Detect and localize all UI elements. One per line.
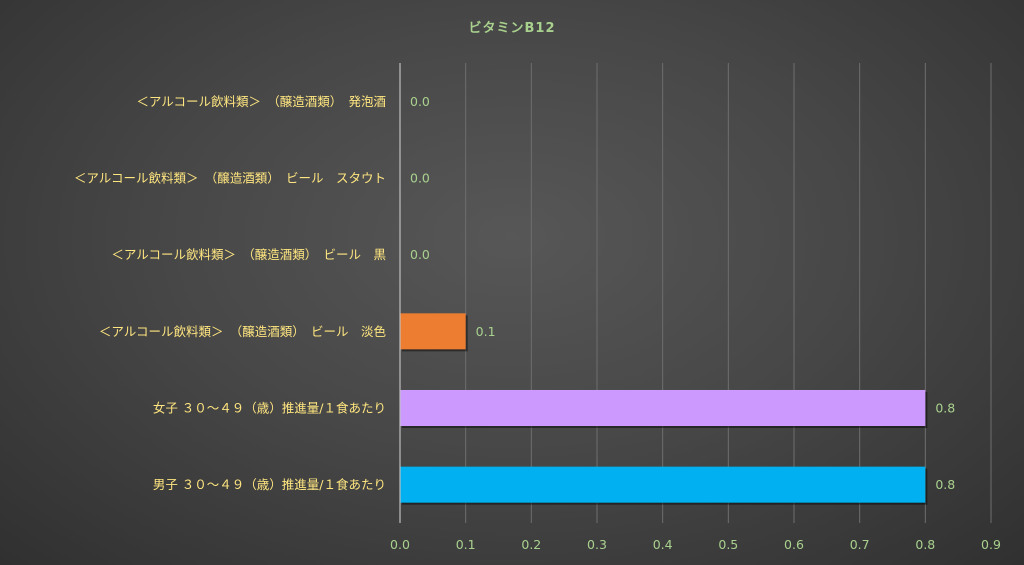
category-label: ＜アルコール飲料類＞ （醸造酒類） ビール スタウト <box>74 171 386 186</box>
x-tick-label: 0.2 <box>521 537 541 552</box>
x-tick-labels: 0.0 0.1 0.2 0.3 0.4 0.5 0.6 0.7 0.8 0.9 <box>390 537 1001 552</box>
bar <box>400 466 926 503</box>
category-label: 男子 ３０～４９（歳）推進量/１食あたり <box>153 477 386 492</box>
category-labels: ＜アルコール飲料類＞ （醸造酒類） 発泡酒 ＜アルコール飲料類＞ （醸造酒類） ビ… <box>74 94 387 492</box>
bar <box>400 313 466 350</box>
x-tick-label: 0.3 <box>587 537 607 552</box>
x-tick-label: 0.4 <box>653 537 673 552</box>
x-tick-label: 0.6 <box>784 537 804 552</box>
data-label: 0.1 <box>476 324 496 339</box>
category-label: ＜アルコール飲料類＞ （醸造酒類） 発泡酒 <box>136 94 386 109</box>
data-labels: 0.0 0.0 0.0 0.1 0.8 0.8 <box>410 94 955 492</box>
x-tick-label: 0.9 <box>981 537 1001 552</box>
data-label: 0.8 <box>935 477 955 492</box>
data-label: 0.0 <box>410 247 430 262</box>
data-label: 0.0 <box>410 171 430 186</box>
category-label: ＜アルコール飲料類＞ （醸造酒類） ビール 黒 <box>111 247 386 262</box>
category-label: 女子 ３０～４９（歳）推進量/１食あたり <box>153 401 386 416</box>
bar <box>400 389 926 427</box>
data-label: 0.8 <box>935 401 955 416</box>
data-label: 0.0 <box>410 94 430 109</box>
chart-title: ビタミンB12 <box>469 20 556 36</box>
x-tick-label: 0.1 <box>456 537 476 552</box>
x-tick-label: 0.8 <box>915 537 935 552</box>
x-tick-label: 0.0 <box>390 537 410 552</box>
x-tick-label: 0.5 <box>718 537 738 552</box>
x-tick-label: 0.7 <box>850 537 870 552</box>
gridlines <box>465 63 992 523</box>
category-label: ＜アルコール飲料類＞ （醸造酒類） ビール 淡色 <box>99 324 387 339</box>
bars <box>400 313 928 505</box>
